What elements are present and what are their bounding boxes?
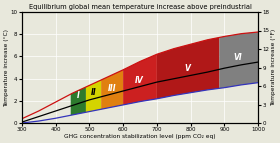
Polygon shape bbox=[71, 87, 86, 115]
Polygon shape bbox=[101, 70, 123, 109]
Text: III: III bbox=[108, 84, 116, 93]
Title: Equilibrium global mean temperature increase above preindustrial: Equilibrium global mean temperature incr… bbox=[29, 4, 251, 10]
Y-axis label: Temperature increase (°C): Temperature increase (°C) bbox=[4, 29, 9, 107]
Polygon shape bbox=[123, 54, 157, 105]
Polygon shape bbox=[157, 37, 220, 99]
Polygon shape bbox=[220, 32, 258, 88]
Text: V: V bbox=[184, 64, 190, 73]
Text: I: I bbox=[77, 91, 80, 100]
X-axis label: GHG concentration stabilization level (ppm CO₂ eq): GHG concentration stabilization level (p… bbox=[64, 134, 216, 139]
Text: VI: VI bbox=[234, 53, 242, 62]
Text: II: II bbox=[90, 88, 96, 97]
Y-axis label: Temperature increase (°F): Temperature increase (°F) bbox=[271, 29, 276, 106]
Polygon shape bbox=[86, 80, 101, 112]
Text: IV: IV bbox=[135, 77, 144, 86]
